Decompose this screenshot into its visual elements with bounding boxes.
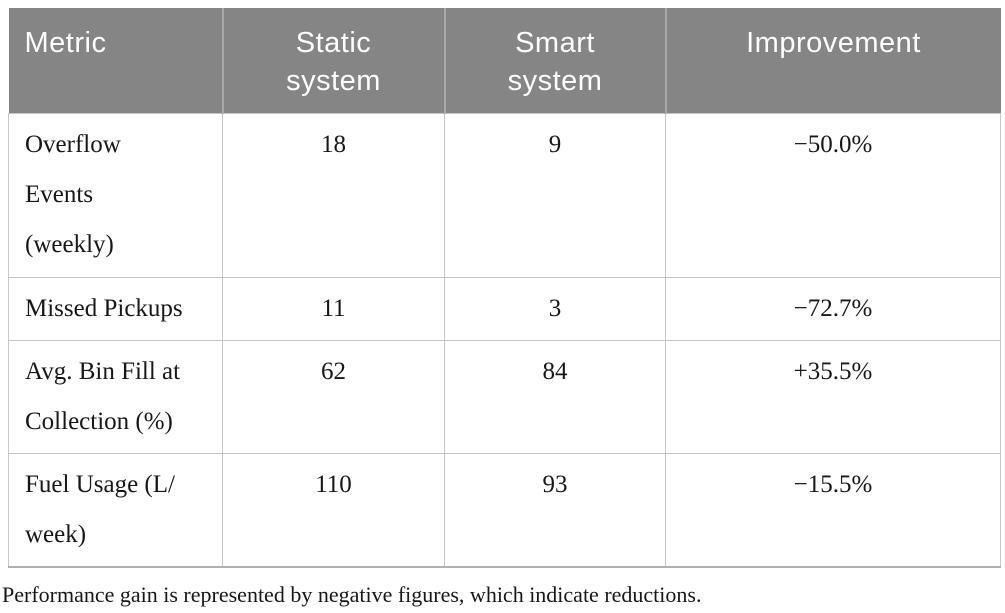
cell-metric: Avg. Bin Fill at Collection (%) xyxy=(8,339,223,454)
cell-improvement: −15.5% xyxy=(665,452,1001,568)
cell-smart-value: 84 xyxy=(444,339,666,454)
header-improvement: Improvement xyxy=(665,8,1001,113)
cell-smart-value: 93 xyxy=(444,452,666,568)
table-row-avg-bin-fill: Avg. Bin Fill at Collection (%) 62 84 +3… xyxy=(8,339,1001,454)
table-row-missed-pickups: Missed Pickups 11 3 −72.7% xyxy=(8,276,1001,341)
table-row-overflow-events: Overflow Events (weekly) 18 9 −50.0% xyxy=(8,112,1001,278)
cell-metric: Overflow Events (weekly) xyxy=(8,112,223,278)
header-metric: Metric xyxy=(8,8,224,113)
table-header-row: Metric Static system Smart system Improv… xyxy=(8,8,1001,113)
metrics-table: Metric Static system Smart system Improv… xyxy=(8,8,1001,568)
cell-static-value: 110 xyxy=(222,452,445,568)
header-static-system: Static system xyxy=(222,8,446,113)
cell-metric: Fuel Usage (L/ week) xyxy=(8,452,223,568)
cell-static-value: 11 xyxy=(222,276,445,341)
cell-improvement: −72.7% xyxy=(665,276,1001,341)
cell-smart-value: 9 xyxy=(444,112,666,278)
cell-static-value: 18 xyxy=(222,112,445,278)
table-row-fuel-usage: Fuel Usage (L/ week) 110 93 −15.5% xyxy=(8,452,1001,568)
table-footnote: Performance gain is represented by negat… xyxy=(2,581,702,607)
header-smart-system: Smart system xyxy=(444,8,667,113)
cell-improvement: +35.5% xyxy=(665,339,1001,454)
cell-static-value: 62 xyxy=(222,339,445,454)
cell-metric: Missed Pickups xyxy=(8,276,223,341)
cell-improvement: −50.0% xyxy=(665,112,1001,278)
cell-smart-value: 3 xyxy=(444,276,666,341)
